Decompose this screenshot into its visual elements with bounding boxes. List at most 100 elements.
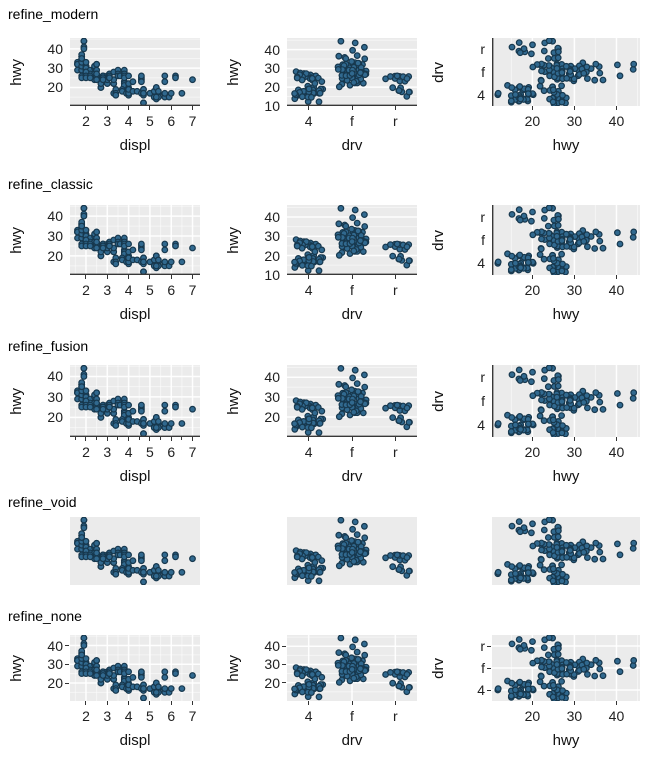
- data-point: [137, 668, 145, 676]
- data-point: [137, 401, 145, 409]
- x-tick-label: 5: [146, 282, 154, 298]
- data-point: [351, 206, 359, 214]
- x-tick-label: 20: [524, 708, 541, 724]
- x-tick-label: 6: [167, 444, 176, 460]
- data-point: [580, 399, 588, 406]
- data-point: [515, 39, 523, 46]
- x-tick-label: 6: [167, 282, 176, 298]
- x-tick-label: f: [350, 113, 354, 129]
- x-axis-label: displ: [119, 306, 151, 323]
- data-point: [93, 405, 101, 413]
- data-point: [80, 365, 88, 372]
- data-point: [308, 262, 315, 270]
- data-point: [516, 49, 524, 57]
- y-tick-label: 40: [264, 41, 280, 58]
- x-tick-mark: [149, 701, 151, 705]
- data-point: [172, 74, 179, 82]
- data-point: [189, 244, 196, 252]
- data-point: [540, 375, 548, 383]
- x-tick-mark: [170, 275, 172, 279]
- y-axis-label-text: hwy: [7, 387, 25, 415]
- x-tick-mark: [351, 437, 353, 441]
- x-tick-mark: [351, 275, 353, 279]
- data-point: [349, 214, 356, 222]
- data-point: [354, 227, 362, 235]
- data-point: [298, 93, 306, 101]
- data-point: [596, 398, 604, 406]
- data-point: [537, 245, 545, 253]
- data-point: [140, 568, 147, 576]
- x-axis-label: displ: [119, 732, 151, 749]
- data-point: [161, 551, 169, 559]
- data-point: [140, 694, 147, 701]
- data-point: [580, 238, 588, 245]
- data-point: [524, 259, 532, 266]
- data-point: [78, 651, 86, 659]
- data-point: [80, 212, 88, 220]
- data-point: [291, 569, 299, 576]
- data-point: [553, 232, 561, 240]
- data-point: [549, 693, 557, 701]
- y-tick-label: 10: [264, 266, 280, 283]
- data-point: [537, 556, 545, 564]
- data-point: [616, 240, 624, 248]
- y-tick-label: 40: [47, 208, 63, 225]
- data-point: [137, 551, 145, 559]
- x-tick-label: 4: [124, 444, 133, 460]
- data-point: [356, 69, 364, 77]
- y-tick-mark: [487, 645, 491, 647]
- x-tick-mark: [85, 437, 87, 441]
- data-point: [562, 541, 570, 549]
- x-minor-tick-mark: [160, 437, 162, 440]
- data-point: [592, 389, 600, 397]
- data-point: [528, 646, 535, 654]
- x-tick-mark: [394, 437, 396, 441]
- data-point: [152, 424, 160, 431]
- y-tick-label: 40: [47, 637, 63, 654]
- data-point: [112, 260, 120, 268]
- data-point: [549, 98, 557, 106]
- y-tick-label: f: [481, 393, 485, 409]
- data-point: [558, 237, 566, 244]
- data-point: [137, 557, 145, 565]
- x-tick-mark: [615, 701, 617, 705]
- data-point: [515, 206, 523, 214]
- data-point: [311, 248, 319, 256]
- data-point: [549, 577, 557, 585]
- y-axis-label-text: hwy: [224, 58, 242, 86]
- x-tick-label: 2: [82, 282, 90, 298]
- data-point: [599, 244, 607, 252]
- data-point: [80, 642, 88, 649]
- data-point: [515, 518, 523, 525]
- data-point: [80, 38, 88, 45]
- data-point: [137, 407, 145, 415]
- data-point: [349, 643, 356, 651]
- x-tick-label: r: [392, 708, 398, 724]
- data-point: [517, 690, 525, 698]
- data-point: [554, 54, 562, 62]
- plot-panel-refine_classic-drv-hwy: [287, 205, 417, 275]
- data-point: [348, 58, 355, 65]
- data-point: [82, 537, 90, 545]
- y-tick-label: 20: [264, 247, 280, 264]
- data-point: [517, 264, 525, 272]
- data-point: [140, 420, 147, 427]
- data-point: [335, 562, 343, 570]
- data-point: [335, 649, 343, 657]
- data-point: [516, 528, 524, 536]
- y-axis-label: hwy: [8, 635, 25, 701]
- y-axis-label-text: hwy: [7, 58, 25, 86]
- data-point: [562, 659, 570, 666]
- data-point: [616, 401, 624, 409]
- y-tick-mark: [65, 682, 69, 684]
- y-tick-label: 20: [264, 79, 280, 96]
- data-point: [93, 549, 101, 557]
- data-point: [337, 38, 345, 45]
- plot-panel-refine_void-displ-hwy: [70, 517, 200, 585]
- data-point: [308, 93, 315, 101]
- x-tick-mark: [531, 437, 533, 441]
- data-point: [172, 242, 179, 250]
- data-point: [154, 683, 162, 691]
- x-tick-label: 40: [608, 708, 625, 724]
